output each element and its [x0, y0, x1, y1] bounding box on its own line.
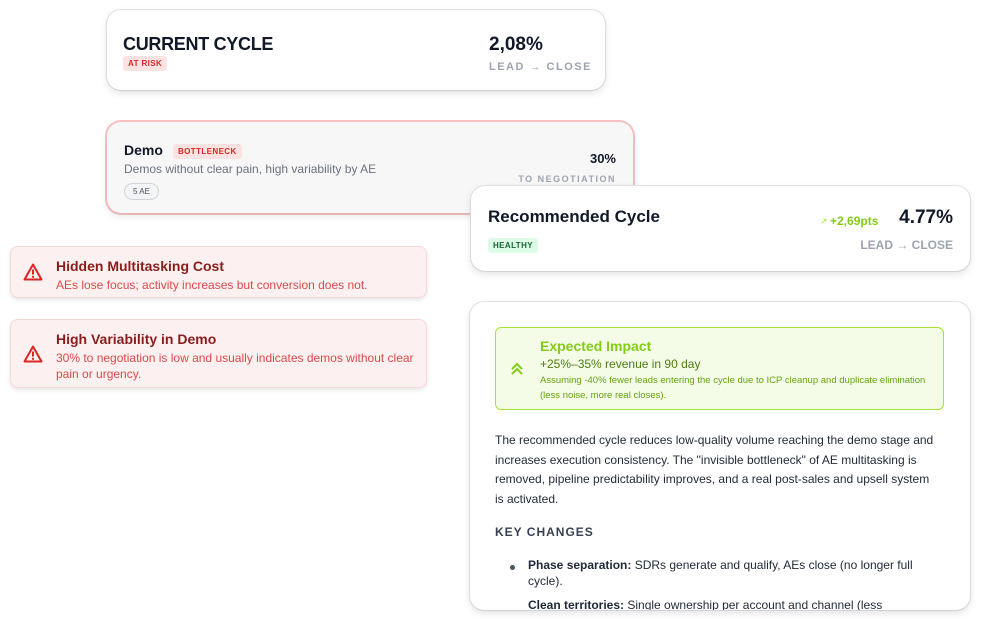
demo-stage-card[interactable]: Demo BOTTLENECK Demos without clear pain… — [107, 122, 633, 213]
key-change-text: SDRs generate and qualify, AEs close (no… — [528, 558, 913, 588]
impact-title: Expected Impact — [540, 338, 652, 354]
impact-headline: +25%–35% revenue in 90 day — [540, 357, 701, 371]
warning-triangle-icon — [23, 263, 43, 281]
warning-description: 30% to negotiation is low and usually in… — [56, 351, 414, 381]
double-chevron-up-icon — [511, 362, 523, 375]
demo-description: Demos without clear pain, high variabili… — [124, 162, 377, 176]
recommended-label: LEAD → CLOSE — [860, 238, 953, 252]
demo-value: 30% — [589, 151, 616, 166]
key-changes-heading: KEY CHANGES — [495, 525, 594, 539]
bullet-icon — [510, 565, 515, 570]
key-change-label: Clean territories: — [528, 598, 625, 610]
current-cycle-title: CURRENT CYCLE — [123, 34, 274, 54]
current-cycle-card: CURRENT CYCLE AT RISK 2,08% LEAD → CLOSE — [107, 10, 605, 90]
details-card: Expected Impact +25%–35% revenue in 90 d… — [470, 302, 970, 610]
warning-title: High Variability in Demo — [56, 331, 217, 347]
impact-note: Assuming -40% fewer leads entering the c… — [540, 375, 926, 401]
key-change-label: Phase separation: — [528, 558, 632, 572]
key-change-item: Phase separation: SDRs generate and qual… — [510, 557, 928, 589]
ae-count-chip: 5 AE — [124, 183, 159, 200]
bottleneck-badge: BOTTLENECK — [173, 144, 242, 159]
at-risk-badge: AT RISK — [123, 56, 168, 71]
healthy-badge: HEALTHY — [488, 238, 538, 253]
key-change-item: Clean territories: Single ownership per … — [528, 597, 928, 610]
warning-triangle-icon — [23, 345, 43, 363]
recommended-cycle-card: Recommended Cycle HEALTHY ↗ +2,69pts 4.7… — [471, 186, 970, 271]
warning-description: AEs lose focus; activity increases but c… — [56, 278, 368, 292]
summary-paragraph: The recommended cycle reduces low-qualit… — [495, 433, 934, 506]
expected-impact-box: Expected Impact +25%–35% revenue in 90 d… — [495, 327, 944, 410]
warning-card: High Variability in Demo 30% to negotiat… — [10, 319, 427, 388]
recommended-delta: +2,69pts — [830, 214, 879, 228]
demo-label: TO NEGOTIATION — [518, 174, 616, 184]
key-change-text: Single ownership per account and channel… — [624, 598, 883, 610]
recommended-value: 4.77% — [899, 207, 953, 228]
current-cycle-label: LEAD → CLOSE — [489, 61, 592, 73]
current-cycle-value: 2,08% — [489, 34, 543, 55]
warning-title: Hidden Multitasking Cost — [56, 258, 224, 274]
recommended-title: Recommended Cycle — [488, 207, 660, 226]
warning-card: Hidden Multitasking Cost AEs lose focus;… — [10, 246, 427, 298]
demo-title: Demo — [124, 142, 163, 158]
trend-up-icon: ↗ — [820, 216, 828, 226]
